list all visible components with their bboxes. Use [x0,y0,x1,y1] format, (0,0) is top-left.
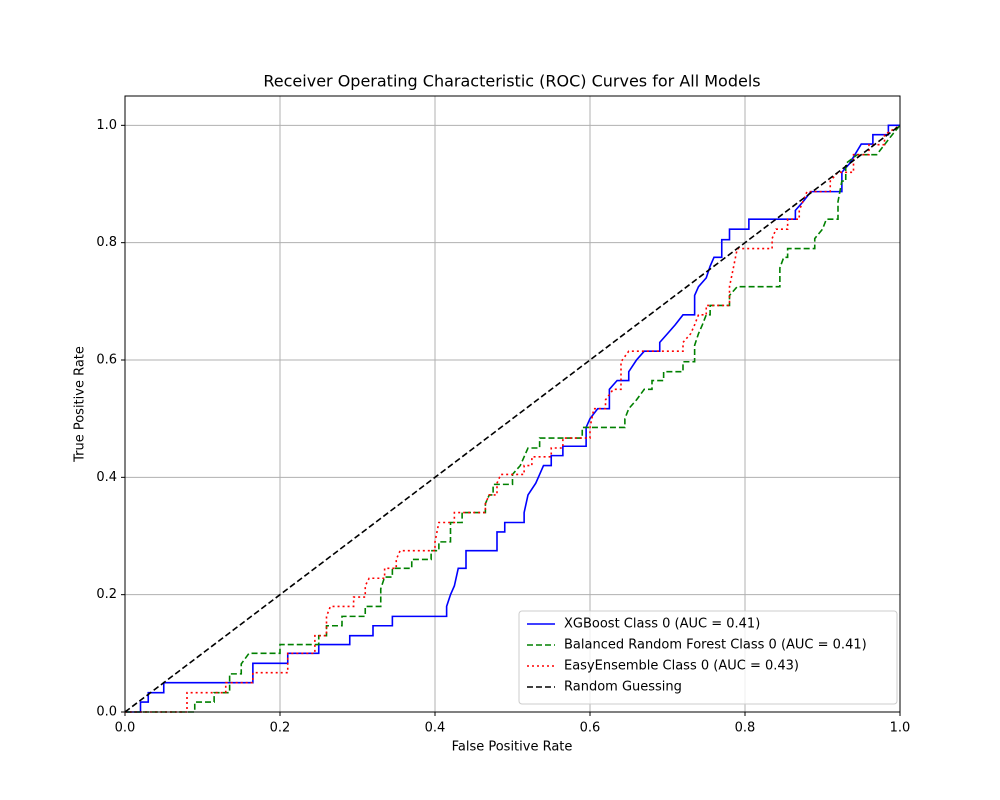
legend-label: XGBoost Class 0 (AUC = 0.41) [564,617,760,632]
legend-label: EasyEnsemble Class 0 (AUC = 0.43) [564,659,799,674]
legend-label: Balanced Random Forest Class 0 (AUC = 0.… [564,638,867,653]
legend-label: Random Guessing [564,680,682,695]
x-tick-label: 0.6 [580,721,601,736]
x-axis-label: False Positive Rate [452,740,573,755]
x-tick-label: 0.0 [115,721,136,736]
y-axis-label: True Positive Rate [73,346,88,463]
plot-frame [124,95,901,713]
legend-box [518,610,898,705]
x-tick-label: 0.2 [270,721,291,736]
y-tick-label: 0.6 [96,353,117,368]
roc-line [124,124,901,713]
x-tick-label: 0.4 [425,721,446,736]
roc-line [125,124,900,713]
y-tick-label: 0.2 [96,587,117,602]
x-tick-label: 1.0 [890,721,911,736]
roc-line [125,124,901,713]
y-tick-label: 0.4 [96,470,117,485]
y-tick-label: 1.0 [96,118,117,133]
y-tick-label: 0.8 [96,235,117,250]
y-tick-label: 0.0 [96,705,117,720]
roc-line [125,124,901,713]
x-tick-label: 0.8 [735,721,756,736]
chart-title: Receiver Operating Characteristic (ROC) … [263,72,760,91]
legend: XGBoost Class 0 (AUC = 0.41) Balanced Ran… [518,610,898,705]
